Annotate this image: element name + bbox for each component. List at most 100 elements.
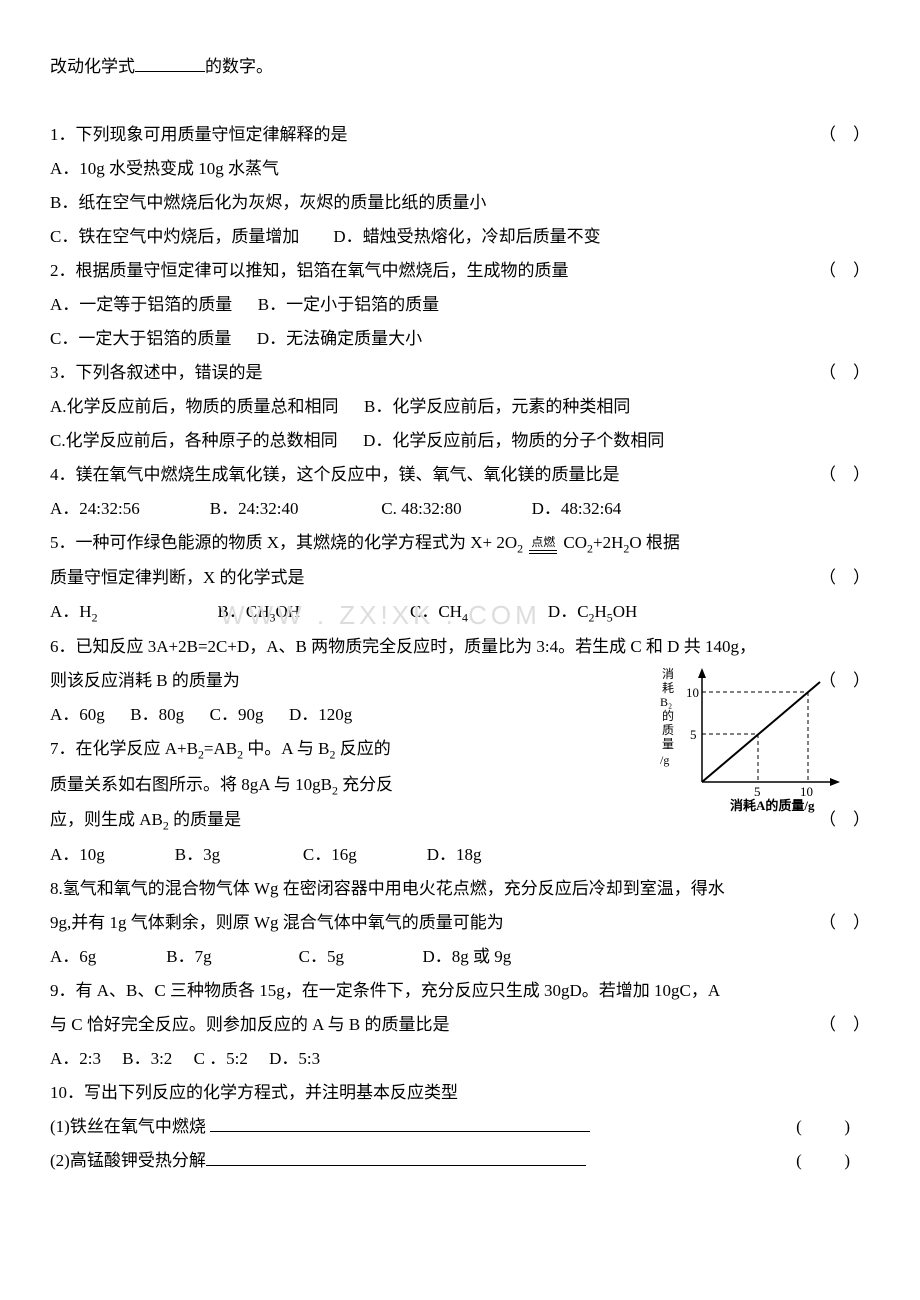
q7-s1c: 中。A 与 B [243, 739, 329, 758]
q2-b: B．一定小于铝箔的质量 [258, 295, 439, 314]
intro-suffix: 的数字。 [205, 57, 273, 76]
q3-stem-text: 3．下列各叙述中，错误的是 [50, 363, 263, 382]
q7-b: B．3g [175, 845, 220, 864]
q7-stem1: 7．在化学反应 A+B2=AB2 中。A 与 B2 反应的 [50, 732, 870, 767]
q6-a: A．60g [50, 705, 105, 724]
po: （ [819, 810, 836, 829]
q10-s1-blank [210, 1114, 590, 1132]
q7-opts: A．10g B．3g C．16g D．18g [50, 838, 870, 872]
q6-stem1: 6．已知反应 3A+2B=2C+D，A、B 两物质完全反应时，质量比为 3:4。… [50, 630, 870, 664]
pc: ） [853, 671, 870, 690]
q5-a: A．H [50, 602, 92, 621]
q1-stem: 1．下列现象可用质量守恒定律解释的是 （ ） [50, 118, 870, 152]
q8-a: A．6g [50, 947, 96, 966]
po: （ [819, 568, 836, 587]
pc: ） [853, 261, 870, 280]
q5-s1b: CO [559, 533, 587, 552]
q6-stem2: 则该反应消耗 B 的质量为 （ ） [50, 664, 870, 698]
po: ( [796, 1117, 802, 1136]
q7-c: C．16g [303, 845, 357, 864]
q7-s1d: 反应的 [335, 739, 390, 758]
q5-opts: WWW . ZX!XK . COM A．H2B．CH3OHC．CH4D．C2H5… [50, 595, 870, 630]
q4-c: C. 48:32:80 [381, 499, 461, 518]
q8-paren: （ ） [819, 906, 870, 940]
q10-s1-text: (1)铁丝在氧气中燃烧 [50, 1117, 210, 1136]
q7-s2b: 充分反 [338, 775, 393, 794]
q8-stem2: 9g,并有 1g 气体剩余，则原 Wg 混合气体中氧气的质量可能为 （ ） [50, 906, 870, 940]
q1-stem-text: 1．下列现象可用质量守恒定律解释的是 [50, 125, 348, 144]
q7-stem2: 质量关系如右图所示。将 8gA 与 10gB2 充分反 [50, 768, 870, 803]
q2-d: D．无法确定质量大小 [257, 329, 422, 348]
pc: ） [853, 568, 870, 587]
q5-s2: 质量守恒定律判断，X 的化学式是 [50, 568, 305, 587]
q7-d: D．18g [427, 845, 482, 864]
po: ( [796, 1151, 802, 1170]
pc: ） [853, 810, 870, 829]
q9-opts: A．2:3 B．3:2 C ．5:2 D．5:3 [50, 1042, 870, 1076]
q5-d3: OH [613, 602, 638, 621]
po: （ [819, 363, 836, 382]
q2-cd: C．一定大于铝箔的质量 D．无法确定质量大小 [50, 322, 870, 356]
q10-s2: (2)高锰酸钾受热分解 ( ) [50, 1144, 870, 1178]
q7-stem3: 应，则生成 AB2 的质量是 （ ） [50, 803, 870, 838]
q10-s1-paren: ( ) [796, 1110, 850, 1144]
q3-stem: 3．下列各叙述中，错误的是 （ ） [50, 356, 870, 390]
q9-stem1: 9．有 A、B、C 三种物质各 15g，在一定条件下，充分反应只生成 30gD。… [50, 974, 870, 1008]
q5-d2: H [595, 602, 607, 621]
q6-d: D．120g [289, 705, 352, 724]
q7-paren: （ ） [819, 803, 870, 837]
q3-ab: A.化学反应前后，物质的质量总和相同 B．化学反应前后，元素的种类相同 [50, 390, 870, 424]
q9-b: B．3:2 [122, 1049, 172, 1068]
q4-d: D．48:32:64 [532, 499, 622, 518]
q1-a: A．10g 水受热变成 10g 水蒸气 [50, 152, 870, 186]
q4-b: B．24:32:40 [210, 499, 299, 518]
q1-cd: C．铁在空气中灼烧后，质量增加 D．蜡烛受热熔化，冷却后质量不变 [50, 220, 870, 254]
q6-c: C．90g [210, 705, 264, 724]
q8-stem1: 8.氢气和氧气的混合物气体 Wg 在密闭容器中用电火花点燃，充分反应后冷却到室温… [50, 872, 870, 906]
q5-cond: 点燃 [529, 537, 557, 551]
q7-s3a: 应，则生成 AB [50, 810, 163, 829]
intro-line: 改动化学式 的数字。 [50, 50, 870, 84]
po: （ [819, 261, 836, 280]
q1-c: C．铁在空气中灼烧后，质量增加 [50, 227, 299, 246]
q8-d: D．8g 或 9g [422, 947, 511, 966]
q9-stem2: 与 C 恰好完全反应。则参加反应的 A 与 B 的质量比是 （ ） [50, 1008, 870, 1042]
pc: ） [853, 465, 870, 484]
q5-s1d: O 根据 [629, 533, 680, 552]
q10-stem: 10．写出下列反应的化学方程式，并注明基本反应类型 [50, 1076, 870, 1110]
q2-paren: （ ） [819, 254, 870, 288]
q8-opts: A．6gB．7g C．5g D．8g 或 9g [50, 940, 870, 974]
q8-b: B．7g [166, 947, 211, 966]
q8-s2: 9g,并有 1g 气体剩余，则原 Wg 混合气体中氧气的质量可能为 [50, 913, 504, 932]
q4-paren: （ ） [819, 458, 870, 492]
q9-s2: 与 C 恰好完全反应。则参加反应的 A 与 B 的质量比是 [50, 1015, 450, 1034]
q5-stem2: 质量守恒定律判断，X 的化学式是 （ ） [50, 561, 870, 595]
pc: ) [844, 1117, 850, 1136]
q5-c: C．CH [410, 602, 462, 621]
po: （ [819, 1015, 836, 1034]
q6-opts: A．60g B．80g C．90g D．120g [50, 698, 870, 732]
pc: ） [853, 913, 870, 932]
intro-prefix: 改动化学式 [50, 57, 135, 76]
po: （ [819, 913, 836, 932]
po: （ [819, 125, 836, 144]
q3-cd: C.化学反应前后，各种原子的总数相同 D．化学反应前后，物质的分子个数相同 [50, 424, 870, 458]
q7-a: A．10g [50, 845, 105, 864]
q2-a: A．一定等于铝箔的质量 [50, 295, 232, 314]
q2-c: C．一定大于铝箔的质量 [50, 329, 231, 348]
q3-b: B．化学反应前后，元素的种类相同 [364, 397, 630, 416]
q5-paren: （ ） [819, 561, 870, 595]
q5-s1a: 5．一种可作绿色能源的物质 X，其燃烧的化学方程式为 X+ 2O [50, 533, 517, 552]
q9-a: A．2:3 [50, 1049, 101, 1068]
q2-stem: 2．根据质量守恒定律可以推知，铝箔在氧气中燃烧后，生成物的质量 （ ） [50, 254, 870, 288]
q1-d: D．蜡烛受热熔化，冷却后质量不变 [333, 227, 600, 246]
q10-s1: (1)铁丝在氧气中燃烧 ( ) [50, 1110, 870, 1144]
q9-c: C ．5:2 [194, 1049, 248, 1068]
po: （ [819, 671, 836, 690]
q10-s2-paren: ( ) [796, 1144, 850, 1178]
q6-paren: （ ） [819, 664, 870, 698]
q6-b: B．80g [130, 705, 184, 724]
q5-d: D．C [548, 602, 589, 621]
q10-s2-text: (2)高锰酸钾受热分解 [50, 1151, 206, 1170]
pc: ) [844, 1151, 850, 1170]
